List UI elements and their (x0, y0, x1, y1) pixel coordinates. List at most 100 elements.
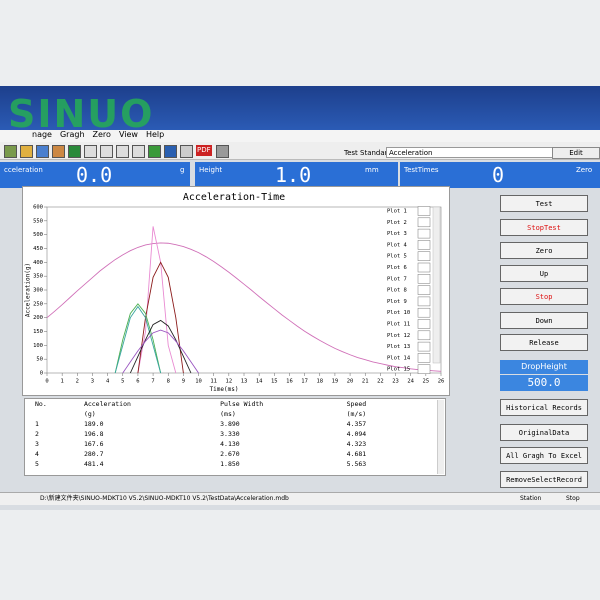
button[interactable]: All Gragh To Excel (500, 447, 588, 464)
data-line (129, 319, 192, 374)
button[interactable]: Stop (500, 288, 588, 305)
y-tick-label: 400 (33, 260, 43, 266)
tool-icon[interactable] (116, 145, 129, 158)
plot-list-item: Plot 1 (387, 209, 407, 215)
button[interactable]: Down (500, 312, 588, 329)
x-tick-label: 3 (91, 379, 94, 385)
tool-icon[interactable] (132, 145, 145, 158)
button[interactable]: OriginalData (500, 424, 588, 441)
status-path: D:\新建文件夹\SINUO-MDKT10 V5.2\SINUO-MDKT10 … (40, 495, 289, 502)
plot-list-item: Plot 11 (387, 322, 410, 328)
x-tick-label: 24 (407, 379, 414, 385)
plot-checkbox[interactable] (417, 285, 431, 295)
pdf-icon[interactable]: PDF (196, 145, 212, 156)
plot-list-item: Plot 4 (387, 242, 408, 248)
data-line (46, 242, 442, 372)
button[interactable]: Historical Records (500, 399, 588, 416)
plot-list-item: Plot 13 (387, 344, 410, 350)
column-header: (ms) (220, 410, 236, 418)
x-tick-label: 14 (256, 379, 263, 385)
plot-checkbox[interactable] (417, 217, 431, 228)
plot-checkbox[interactable] (417, 330, 431, 341)
plot-checkbox[interactable] (417, 353, 431, 363)
menu-item[interactable]: Zero (92, 130, 111, 139)
plot-checkbox[interactable] (417, 240, 431, 250)
data-line (114, 305, 162, 374)
cell: 4.681 (346, 450, 367, 458)
plot-checkbox[interactable] (417, 206, 431, 216)
table-row[interactable]: 1 189.0 3.890 4.357 (31, 419, 411, 429)
menu-item[interactable]: Gragh (59, 130, 85, 139)
x-tick-label: 23 (392, 379, 399, 385)
tool-icon[interactable] (20, 145, 33, 158)
plot-list-item: Plot 7 (387, 276, 407, 282)
readout-unit: Zero (576, 166, 593, 174)
tool-icon[interactable] (148, 145, 161, 158)
tool-icon[interactable] (4, 145, 17, 158)
x-tick-label: 17 (301, 379, 308, 385)
cell: 3.890 (220, 420, 240, 428)
table-row[interactable]: 3 167.6 4.130 4.323 (31, 439, 411, 449)
button[interactable]: StopTest (500, 219, 588, 236)
plot-checkbox[interactable] (417, 262, 431, 273)
data-line (114, 303, 162, 374)
tool-icon[interactable] (84, 145, 97, 158)
tool-icon[interactable] (100, 145, 113, 158)
plot-checkbox[interactable] (417, 364, 431, 374)
x-tick-label: 25 (423, 379, 430, 385)
y-tick-label: 350 (33, 274, 43, 280)
y-tick-label: 300 (33, 288, 43, 294)
readout-value: 0 (492, 163, 505, 187)
plot-checkbox[interactable] (417, 307, 431, 318)
x-tick-label: 1 (60, 379, 63, 385)
scrollbar[interactable] (437, 400, 444, 474)
button[interactable]: RemoveSelectRecord (500, 471, 588, 488)
tool-icon[interactable] (164, 145, 177, 158)
tool-icon[interactable] (180, 145, 193, 158)
plot-list-item: Plot 10 (387, 310, 410, 316)
readout-value: 1.0 (275, 163, 312, 187)
tool-icon[interactable] (52, 145, 65, 158)
column-header: Pulse Width (220, 400, 264, 408)
button[interactable]: Test (500, 195, 588, 212)
table-row[interactable]: 4 280.7 2.670 4.681 (31, 449, 411, 459)
cell: 4 (35, 450, 39, 458)
plot-checkbox[interactable] (417, 296, 431, 307)
readout-value: 0.0 (76, 163, 113, 187)
button[interactable]: Up (500, 265, 588, 282)
plot-checkbox[interactable] (417, 341, 431, 352)
y-tick-label: 500 (33, 232, 43, 238)
y-axis-label: Acceleration(g) (25, 263, 32, 317)
tool-icon[interactable] (68, 145, 81, 158)
x-tick-label: 7 (151, 379, 154, 385)
y-tick-label: 100 (33, 343, 43, 349)
tool-icon[interactable] (216, 145, 229, 158)
button[interactable]: Release (500, 334, 588, 351)
cell: 189.0 (83, 420, 104, 428)
button[interactable]: Edit (552, 147, 600, 159)
label: Test Standard (344, 149, 392, 157)
column-header: (m/s) (346, 410, 367, 418)
tool-icon[interactable] (36, 145, 49, 158)
menu-item[interactable]: Help (145, 130, 165, 139)
x-tick-label: 8 (167, 379, 170, 385)
menu-item[interactable]: nage (32, 130, 52, 139)
y-tick-label: 450 (33, 246, 43, 252)
x-tick-label: 13 (241, 379, 248, 385)
table-row[interactable]: 2 196.8 3.330 4.094 (31, 429, 411, 439)
cell: 481.4 (83, 460, 104, 468)
select[interactable]: Acceleration (386, 147, 554, 158)
column-header: Acceleration (83, 400, 131, 408)
plot-checkbox[interactable] (417, 228, 431, 239)
menu-item[interactable]: View (118, 130, 138, 139)
chart-title: Acceleration-Time (183, 192, 285, 203)
y-tick-label: 150 (33, 329, 43, 335)
button[interactable]: Zero (500, 242, 588, 259)
plot-checkbox[interactable] (417, 274, 431, 284)
table-row[interactable]: 5 481.4 1.850 5.563 (31, 459, 411, 469)
plot-checkbox[interactable] (417, 319, 431, 329)
column-header: (g) (83, 410, 96, 418)
x-tick-label: 19 (332, 379, 339, 385)
plot-checkbox[interactable] (417, 251, 431, 261)
x-tick-label: 16 (286, 379, 293, 385)
